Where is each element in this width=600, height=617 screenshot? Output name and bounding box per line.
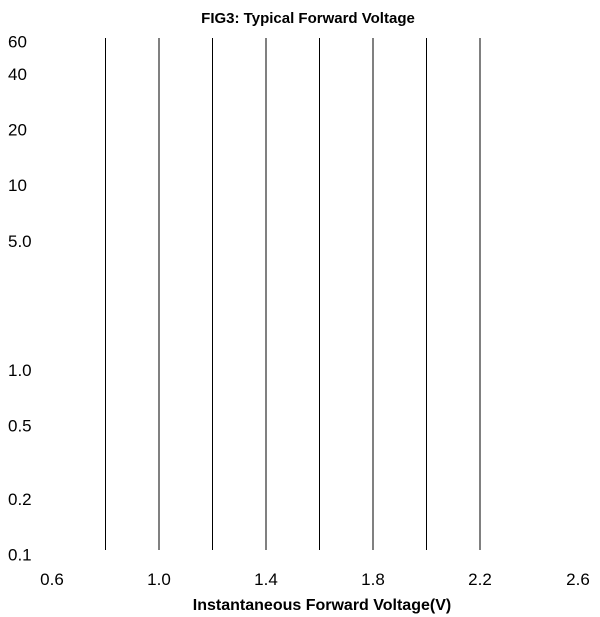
y-tick-label: 1.0	[8, 361, 32, 380]
x-tick-label: 2.6	[566, 570, 590, 589]
x-axis-tick-labels: 0.6 1.0 1.4 1.8 2.2 2.6	[40, 570, 590, 589]
y-tick-label: 0.1	[8, 545, 32, 564]
x-axis-title: Instantaneous Forward Voltage(V)	[193, 597, 451, 614]
chart-title: FIG3: Typical Forward Voltage	[201, 10, 415, 27]
x-tick-label: 1.4	[254, 570, 278, 589]
y-tick-label: 10	[8, 176, 27, 195]
x-tick-label: 1.8	[361, 570, 385, 589]
x-tick-label: 0.6	[40, 570, 64, 589]
y-axis-tick-labels: 60 40 20 10 5.0 1.0 0.5 0.2 0.1	[8, 32, 32, 564]
y-tick-label: 20	[8, 121, 27, 140]
y-tick-label: 0.2	[8, 490, 32, 509]
y-tick-label: 0.5	[8, 416, 32, 435]
y-tick-label: 60	[8, 32, 27, 51]
y-tick-label: 40	[8, 65, 27, 84]
grid-lines	[105, 38, 481, 550]
y-tick-label: 5.0	[8, 232, 32, 251]
x-tick-label: 2.2	[468, 570, 492, 589]
x-tick-label: 1.0	[147, 570, 171, 589]
